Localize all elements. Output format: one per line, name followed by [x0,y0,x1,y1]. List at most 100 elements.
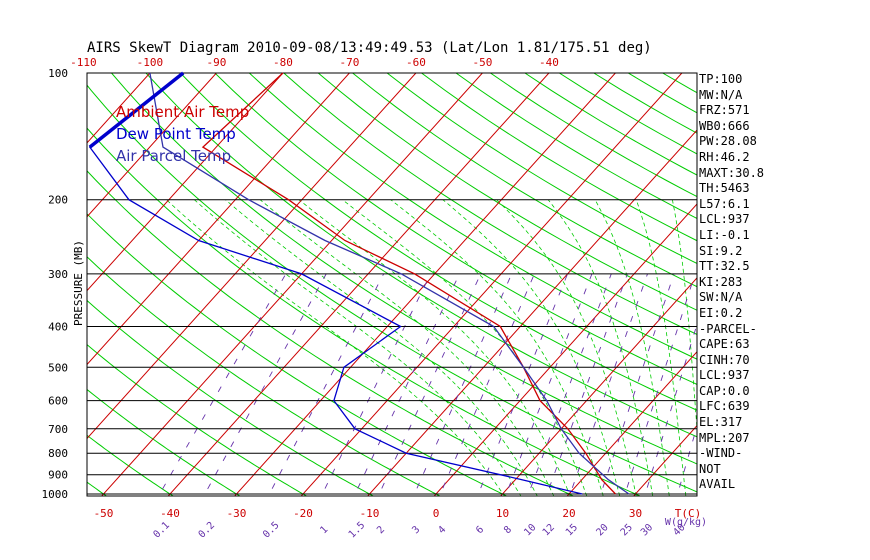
dry-adiabat [0,73,49,503]
isotherm [500,277,697,496]
dry-adiabat [145,73,697,438]
mixing-axis-label: W(g/kg) [665,517,707,528]
moist-adiabat [166,199,505,496]
bottom-temp-tick: 30 [629,507,642,520]
isotherm [0,73,17,503]
stability-index: FRZ:571 [699,103,750,118]
mixing-ratio-line [158,273,287,496]
stability-index: LCL:937 [699,212,750,227]
stability-index: CAPE:63 [699,337,750,352]
mixing-ratio-line [353,273,460,496]
stability-index: TP:100 [699,72,743,86]
stability-indices-panel: TP:100 MW:N/A FRZ:571 WB0:666 PW:28.08 RH:46.… [699,72,869,493]
stability-index: MPL:207 [699,430,750,445]
pressure-tick: 400 [48,320,68,333]
legend-item: Air Parcel Temp [116,147,231,165]
stability-index: EI:0.2 [699,305,743,320]
mixing-ratio-tick: 4 [436,524,448,536]
dry-adiabat [283,73,697,336]
top-temp-tick: -40 [539,56,559,69]
isotherm [300,73,683,496]
dry-adiabat [87,170,575,496]
pressure-tick: 700 [48,423,68,436]
isotherm [87,73,284,292]
dry-adiabat [352,73,697,288]
dewpoint-top-segment [88,71,185,149]
dry-adiabat [87,299,375,496]
top-temp-tick: -70 [339,56,359,69]
dry-adiabat [386,73,697,265]
pressure-axis-label: PRESSURE (MB) [72,240,85,326]
stability-index: PW:28.08 [699,134,757,149]
isotherm [566,351,697,496]
stability-index: LFC:639 [699,399,750,414]
mixing-ratio-tick: 0.2 [197,520,218,541]
moist-adiabat [298,199,571,496]
mixing-ratio-line [477,273,568,496]
moist-adiabat [342,199,588,496]
stability-index: MAXT:30.8 [699,165,765,180]
mixing-ratio-tick: 25 [619,522,635,538]
series-dew-point-temp [88,72,583,495]
series-ambient-air-temp [201,72,616,495]
moist-adiabat [442,199,621,496]
mixing-ratio-tick: 10 [522,522,538,538]
series-air-parcel-temp [149,72,630,495]
stability-index: CAP:0.0 [699,383,750,398]
mixing-ratio-line [413,273,513,496]
stability-index: AVAIL [699,477,736,492]
isotherm [0,73,83,503]
top-temp-tick: -110 [70,56,97,69]
pressure-tick: 300 [48,268,68,281]
isotherm [87,73,217,218]
stability-index: LI:-0.1 [699,227,750,242]
dry-adiabat [87,388,241,496]
isotherm [87,73,417,440]
dry-adiabat [87,127,642,496]
mixing-ratio-tick: 12 [541,522,557,538]
stability-index: -PARCEL- [699,321,757,336]
isotherm [633,424,697,496]
pressure-tick: 100 [48,67,68,80]
dry-adiabat [317,73,697,311]
mixing-ratio-line [320,273,431,496]
mixing-ratio-line [504,273,593,496]
dry-adiabat [87,434,175,496]
moist-adiabat [547,199,654,496]
stability-index: RH:46.2 [699,149,750,164]
mixing-ratio-tick: 15 [564,522,580,538]
moist-adiabat [635,199,687,496]
bottom-temp-tick: 10 [496,507,509,520]
mixing-ratio-tick: 30 [639,522,655,538]
moist-adiabat [594,199,670,496]
mixing-ratio-tick: 1 [318,524,330,536]
top-temp-tick: -90 [206,56,226,69]
dry-adiabat [87,344,308,496]
legend-item: Ambient Air Temp [116,103,249,121]
mixing-ratio-line [267,273,385,496]
bottom-temp-tick: 20 [562,507,575,520]
bottom-temp-tick: -40 [160,507,180,520]
stability-index: KI:283 [699,274,743,289]
pressure-tick: 200 [48,194,68,207]
stability-index: TT:32.5 [699,259,750,274]
stability-index: -WIND- [699,446,743,461]
mixing-ratio-tick: 0.1 [151,520,172,541]
dry-adiabat [111,73,697,465]
bottom-temp-tick: -10 [360,507,380,520]
dry-adiabat [248,73,697,360]
bottom-temp-tick: -50 [94,507,114,520]
stability-index: SW:N/A [699,290,743,305]
stability-index: CINH:70 [699,352,750,367]
dry-adiabat [87,213,508,496]
bottom-temp-tick: 0 [433,507,440,520]
stability-index: EL:317 [699,415,743,430]
top-temp-tick: -80 [273,56,293,69]
bottom-temp-tick: -20 [293,507,313,520]
isotherm [167,73,550,496]
mixing-ratio-tick: 8 [502,524,514,536]
mixing-ratio-line [203,273,327,496]
mixing-ratio-tick: 0.5 [261,520,282,541]
pressure-tick: 1000 [42,488,69,501]
